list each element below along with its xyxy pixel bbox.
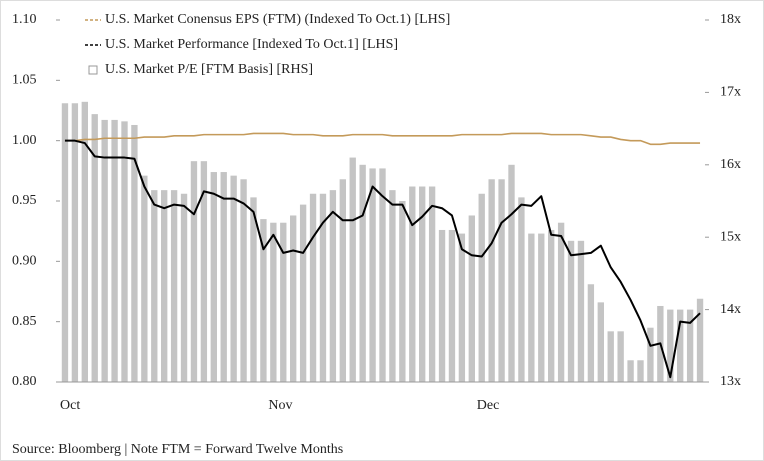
bar (548, 229, 555, 382)
bar (369, 168, 376, 382)
x-tick-label: Nov (268, 398, 292, 413)
y-tick-label: 0.95 (12, 193, 37, 208)
bar (448, 229, 456, 382)
bar (121, 121, 128, 383)
bar (488, 179, 495, 382)
legend-label: U.S. Market Performance [Indexed To Oct.… (105, 37, 398, 52)
bar (627, 360, 634, 382)
y-tick-label: 1.05 (12, 73, 37, 88)
bar (81, 101, 88, 382)
bar (161, 190, 168, 382)
y2-tick-label: 13x (720, 374, 741, 389)
bar (686, 309, 694, 382)
bar (141, 175, 148, 382)
bar (299, 204, 307, 382)
bar (101, 119, 108, 383)
bar (458, 233, 466, 382)
bar (399, 201, 406, 382)
bar (151, 190, 158, 382)
y-tick-label: 0.85 (12, 314, 37, 329)
legend-label: U.S. Market Conensus EPS (FTM) (Indexed … (105, 12, 450, 27)
bar (637, 360, 644, 382)
bar (170, 190, 178, 382)
bar (438, 229, 446, 382)
y2-tick-label: 16x (720, 157, 741, 172)
y2-tick-label: 18x (720, 12, 741, 27)
bar (478, 193, 485, 382)
bar (419, 186, 426, 382)
bar (498, 179, 505, 382)
bar (210, 172, 217, 382)
x-tick-label: Dec (477, 398, 500, 413)
y2-tick-label: 15x (720, 229, 741, 244)
bar (309, 193, 317, 382)
bar (508, 164, 515, 382)
bar (349, 157, 356, 382)
bar (468, 215, 475, 382)
line (64, 132, 701, 146)
bar (696, 298, 704, 382)
bar (250, 197, 257, 382)
source-note: Source: Bloomberg | Note FTM = Forward T… (12, 442, 343, 457)
bar (359, 164, 366, 382)
bar (557, 222, 565, 382)
y-tick-label: 0.90 (12, 254, 37, 269)
y-tick-label: 1.10 (12, 12, 37, 27)
bar (339, 179, 346, 382)
bar (240, 179, 247, 382)
line (64, 139, 701, 379)
bar (319, 193, 327, 382)
bar (617, 331, 624, 382)
bar (270, 222, 277, 382)
bar (667, 309, 674, 382)
bar (131, 124, 138, 382)
bar (91, 114, 98, 383)
bar (677, 309, 684, 382)
bar (290, 215, 297, 382)
bar (528, 233, 535, 382)
bar (647, 327, 654, 382)
bar (409, 186, 416, 382)
bar (200, 161, 208, 382)
bar (389, 190, 396, 382)
bar (230, 175, 237, 382)
bar (180, 193, 188, 382)
x-tick-label: Oct (60, 398, 80, 413)
y-tick-label: 0.80 (12, 374, 37, 389)
bar (111, 119, 118, 383)
bar (379, 168, 386, 382)
bar (567, 240, 575, 382)
bar (587, 284, 595, 382)
y-tick-label: 1.00 (12, 133, 37, 148)
bar (260, 219, 267, 382)
y2-tick-label: 17x (720, 85, 741, 100)
bar (518, 197, 525, 382)
bar (428, 186, 436, 382)
bar (220, 172, 227, 382)
bar (329, 190, 337, 382)
bar (280, 222, 287, 382)
legend-swatch (88, 65, 98, 75)
bar (607, 331, 614, 382)
bar (71, 103, 79, 382)
bar (538, 233, 545, 382)
y2-tick-label: 14x (720, 302, 741, 317)
bar (577, 240, 585, 382)
legend-label: U.S. Market P/E [FTM Basis] [RHS] (105, 62, 313, 77)
bar (190, 161, 198, 382)
bar (61, 103, 69, 382)
bar (597, 302, 604, 382)
